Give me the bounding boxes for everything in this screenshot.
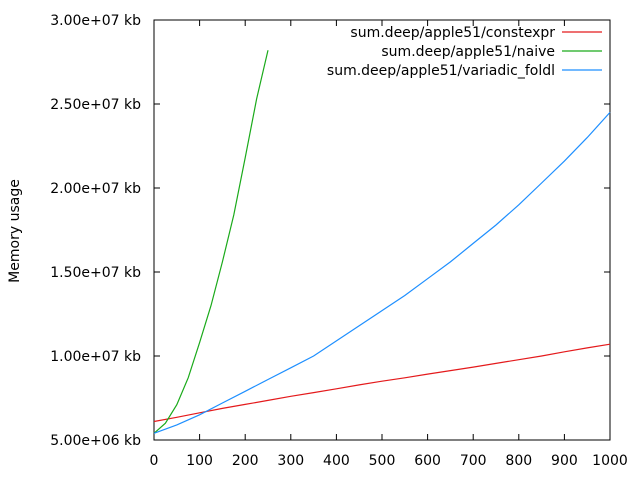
legend-label-1: sum.deep/apple51/naive: [381, 44, 555, 60]
x-tick-label: 100: [186, 453, 213, 469]
x-tick-label: 500: [369, 453, 396, 469]
x-tick-label: 0: [150, 453, 159, 469]
data-series: [153, 50, 611, 434]
series-line-0: [153, 343, 611, 423]
y-tick-label: 2.00e+07 kb: [50, 181, 141, 197]
legend-label-2: sum.deep/apple51/variadic_foldl: [327, 63, 555, 79]
series-line-1: [153, 50, 269, 434]
x-tick-label: 600: [414, 453, 441, 469]
y-axis-label: Memory usage: [7, 179, 23, 283]
legend-label-0: sum.deep/apple51/constexpr: [350, 25, 555, 41]
x-tick-label: 300: [277, 453, 304, 469]
x-tick-label: 800: [505, 453, 532, 469]
x-tick-label: 900: [551, 453, 578, 469]
x-tick-label: 700: [460, 453, 487, 469]
y-tick-label: 1.00e+07 kb: [50, 349, 141, 365]
axis-tick-labels: 0 100 200 300 400 500 600 700 800 900 1000 5.00e+06…: [50, 13, 628, 469]
series-line-2: [153, 111, 611, 434]
plot-frame: [153, 19, 611, 441]
y-tick-label: 2.50e+07 kb: [50, 97, 141, 113]
x-tick-label: 1000: [592, 453, 628, 469]
axis-ticks: [153, 19, 611, 441]
y-tick-label: 1.50e+07 kb: [50, 265, 141, 281]
x-tick-label: 200: [232, 453, 259, 469]
legend: sum.deep/apple51/constexpr sum.deep/apple…: [327, 25, 602, 79]
y-tick-label: 3.00e+07 kb: [50, 13, 141, 29]
x-tick-label: 400: [323, 453, 350, 469]
y-tick-label: 5.00e+06 kb: [50, 433, 141, 449]
